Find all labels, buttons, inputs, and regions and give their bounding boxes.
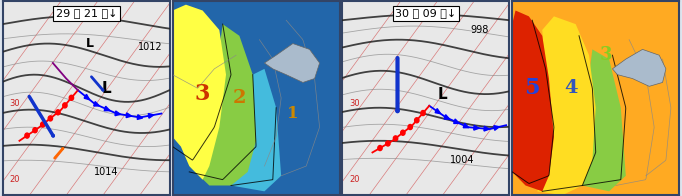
Polygon shape	[137, 115, 143, 119]
Polygon shape	[84, 94, 89, 100]
Polygon shape	[115, 111, 121, 116]
Polygon shape	[612, 49, 666, 86]
Polygon shape	[173, 5, 226, 180]
Text: 1: 1	[287, 105, 299, 122]
Text: 1012: 1012	[138, 43, 162, 53]
Polygon shape	[444, 115, 449, 119]
Polygon shape	[231, 69, 281, 191]
Text: L: L	[102, 81, 111, 96]
Polygon shape	[126, 113, 132, 118]
Polygon shape	[189, 24, 256, 185]
Text: 29 日 21 時↓: 29 日 21 時↓	[55, 9, 117, 19]
Circle shape	[70, 95, 74, 100]
Polygon shape	[435, 109, 441, 114]
Text: 3: 3	[195, 83, 210, 105]
Circle shape	[33, 128, 38, 133]
Polygon shape	[512, 11, 554, 191]
Polygon shape	[265, 44, 320, 83]
Text: 5: 5	[524, 77, 540, 99]
Circle shape	[48, 116, 53, 121]
Polygon shape	[537, 16, 596, 195]
Polygon shape	[148, 113, 154, 118]
Text: 20: 20	[10, 175, 20, 184]
Text: 1014: 1014	[94, 167, 119, 177]
Circle shape	[378, 145, 382, 151]
Text: 30 日 09 時↓: 30 日 09 時↓	[396, 9, 456, 19]
Circle shape	[394, 136, 398, 141]
Circle shape	[386, 141, 390, 146]
Text: L: L	[438, 87, 447, 102]
Text: 998: 998	[470, 25, 488, 35]
Circle shape	[56, 110, 60, 115]
Text: L: L	[86, 37, 93, 50]
Polygon shape	[454, 119, 459, 123]
Polygon shape	[582, 49, 626, 191]
Polygon shape	[463, 123, 469, 128]
Circle shape	[421, 111, 425, 116]
Text: 30: 30	[349, 99, 359, 108]
Circle shape	[63, 103, 67, 108]
Text: 3: 3	[599, 46, 612, 64]
Text: 1004: 1004	[450, 155, 475, 165]
Text: 2: 2	[233, 89, 246, 107]
Circle shape	[415, 118, 419, 123]
Text: 4: 4	[564, 79, 578, 97]
Circle shape	[25, 133, 29, 138]
Polygon shape	[474, 125, 479, 130]
Circle shape	[41, 122, 45, 127]
Circle shape	[408, 124, 413, 130]
Polygon shape	[93, 102, 100, 106]
Polygon shape	[494, 126, 499, 130]
Text: 30: 30	[10, 99, 20, 108]
Text: 20: 20	[349, 175, 359, 184]
Polygon shape	[104, 106, 110, 111]
Circle shape	[401, 130, 405, 135]
Polygon shape	[484, 126, 490, 131]
